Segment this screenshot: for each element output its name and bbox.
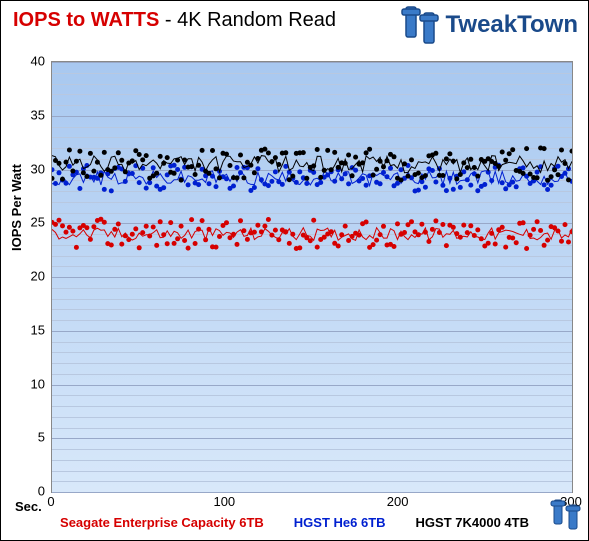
legend-item-hgst-7k4000: HGST 7K4000 4TB	[416, 515, 529, 530]
title-suffix: - 4K Random Read	[159, 9, 336, 31]
plot-svg	[52, 62, 572, 492]
y-tick: 35	[15, 107, 45, 122]
x-tick: 100	[213, 494, 235, 509]
x-tick: 0	[47, 494, 54, 509]
y-tick: 10	[15, 376, 45, 391]
y-tick: 20	[15, 269, 45, 284]
plot-area	[51, 61, 573, 493]
chart-container: IOPS to WATTS - 4K Random Read TweakTown…	[0, 0, 589, 541]
brand-logo: TweakTown	[400, 3, 578, 47]
corner-logo	[550, 497, 586, 538]
y-tick: 40	[15, 54, 45, 69]
legend-item-hgst-he6: HGST He6 6TB	[294, 515, 386, 530]
x-axis-label: Sec.	[15, 499, 42, 514]
x-tick: 200	[387, 494, 409, 509]
legend-item-seagate: Seagate Enterprise Capacity 6TB	[60, 515, 264, 530]
tweaktown-icon	[550, 497, 586, 533]
y-tick: 25	[15, 215, 45, 230]
legend-label: Seagate Enterprise Capacity 6TB	[60, 515, 264, 530]
y-tick: 30	[15, 161, 45, 176]
y-tick: 15	[15, 322, 45, 337]
brand-text: TweakTown	[446, 11, 578, 39]
legend-label: HGST 7K4000 4TB	[416, 515, 529, 530]
tweaktown-icon	[400, 3, 444, 47]
legend: Seagate Enterprise Capacity 6TB HGST He6…	[1, 515, 588, 530]
y-tick: 5	[15, 430, 45, 445]
title-prefix: IOPS to WATTS	[13, 9, 159, 31]
legend-label: HGST He6 6TB	[294, 515, 386, 530]
chart-title: IOPS to WATTS - 4K Random Read	[13, 9, 336, 32]
y-tick: 0	[15, 484, 45, 499]
y-axis-label: IOPS Per Watt	[9, 164, 24, 251]
